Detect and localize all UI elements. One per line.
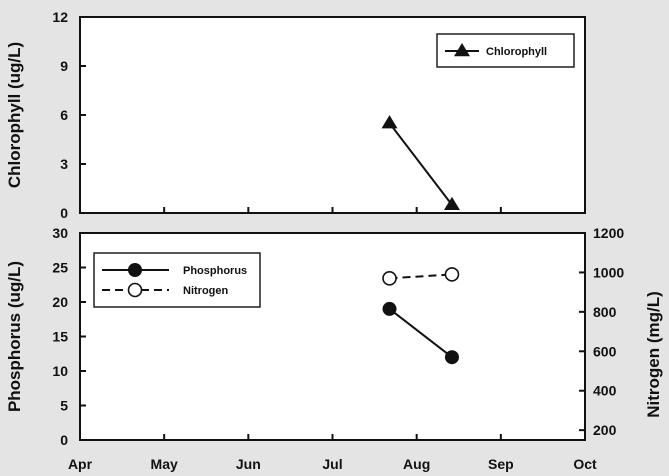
chlorophyll-y-tick-label: 12 xyxy=(52,9,68,25)
legend-marker-nitrogen xyxy=(127,282,143,298)
chlorophyll-y-tick-label: 0 xyxy=(60,205,68,221)
nutrient-y-tick-label: 10 xyxy=(52,363,68,379)
x-tick-label: Jun xyxy=(236,456,261,472)
legend-label-chlorophyll: Chlorophyll xyxy=(486,46,547,58)
nutrient-y2-tick-label: 600 xyxy=(593,343,617,359)
x-tick-label: Jul xyxy=(322,456,342,472)
nutrient-y2-tick-label: 200 xyxy=(593,422,617,438)
nutrient-y-axis-title: Phosphorus (ug/L) xyxy=(5,261,24,412)
nitrogen-data-point xyxy=(444,267,460,282)
legend-marker-phosphorus xyxy=(128,263,142,277)
nutrient-y-tick-label: 20 xyxy=(52,294,68,310)
chlorophyll-y-tick-label: 6 xyxy=(60,107,68,123)
legend-label-nitrogen: Nitrogen xyxy=(183,285,229,297)
chlorophyll-data-point xyxy=(381,115,398,129)
nutrient-y-tick-label: 5 xyxy=(60,398,68,414)
phosphorus-series-line xyxy=(388,308,453,358)
nutrient-panel: 0 5 10 15 20 25 30 200 400 600 800 1000 1200 Phosphor… xyxy=(5,225,663,472)
x-tick-label: Apr xyxy=(68,456,93,472)
nutrient-y-tick-label: 25 xyxy=(52,260,68,276)
chlorophyll-y-tick-label: 3 xyxy=(60,156,68,172)
chlorophyll-y-tick-label: 9 xyxy=(60,58,68,74)
nutrient-y2-axis-title: Nitrogen (mg/L) xyxy=(644,291,663,418)
nutrient-y-tick-label: 15 xyxy=(52,329,68,345)
legend-marker-chlorophyll xyxy=(454,43,470,57)
chlorophyll-data-point xyxy=(443,196,460,211)
nutrient-y2-tick-label: 1200 xyxy=(593,225,624,241)
x-tick-label: Oct xyxy=(573,456,597,472)
chlorophyll-panel: 0 3 6 9 12 Chlorophyll (ug/L) Chlorophyll xyxy=(5,9,586,221)
phosphorus-data-point xyxy=(444,350,459,365)
nitrogen-series-line xyxy=(389,273,453,280)
nutrient-y-tick-label: 30 xyxy=(52,225,68,241)
legend-label-phosphorus: Phosphorus xyxy=(183,265,247,277)
nutrient-legend xyxy=(93,252,261,308)
x-tick-label: Sep xyxy=(488,456,514,472)
chlorophyll-series-line xyxy=(388,122,453,206)
chlorophyll-y-axis-title: Chlorophyll (ug/L) xyxy=(5,42,24,188)
nutrient-y2-tick-label: 400 xyxy=(593,383,617,399)
x-tick-label: Aug xyxy=(403,456,430,472)
nutrient-y2-tick-label: 1000 xyxy=(593,264,624,280)
chlorophyll-legend xyxy=(436,33,575,68)
phosphorus-data-point xyxy=(382,301,397,316)
nitrogen-data-point xyxy=(382,271,397,286)
x-tick-label: May xyxy=(151,456,178,472)
nutrient-y2-tick-label: 800 xyxy=(593,304,617,320)
nutrient-y-tick-label: 0 xyxy=(60,432,68,448)
